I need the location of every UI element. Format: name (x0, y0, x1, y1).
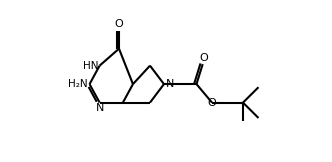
Text: N: N (96, 103, 105, 113)
Text: N: N (165, 79, 174, 89)
Text: HN: HN (83, 61, 99, 71)
Text: O: O (115, 19, 124, 29)
Text: O: O (199, 52, 208, 63)
Text: O: O (208, 98, 216, 108)
Text: H₂N: H₂N (68, 79, 87, 89)
